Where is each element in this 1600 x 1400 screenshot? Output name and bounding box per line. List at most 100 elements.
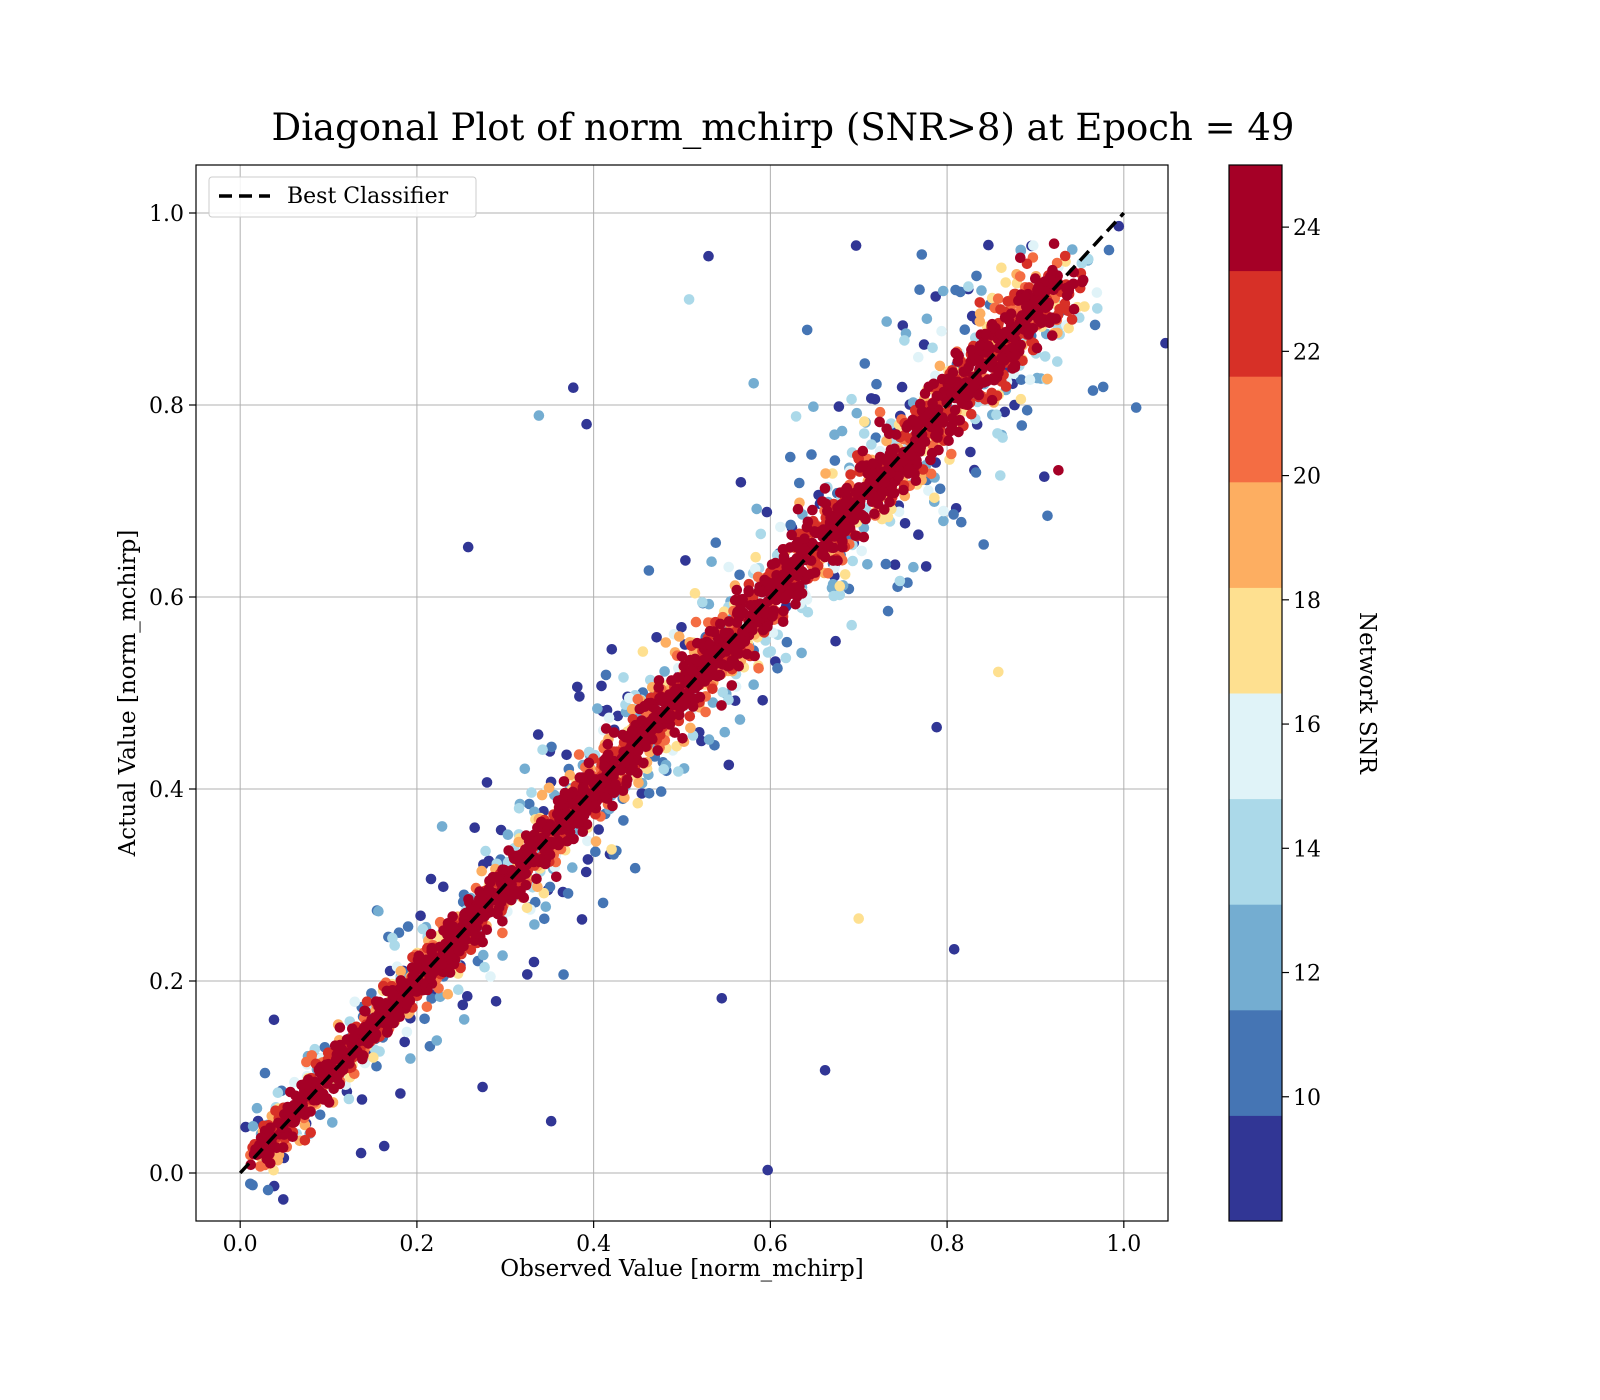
scatter-point bbox=[916, 249, 928, 260]
scatter-point bbox=[850, 240, 862, 251]
scatter-point bbox=[923, 485, 934, 496]
scatter-point bbox=[734, 714, 746, 725]
scatter-point bbox=[324, 1064, 335, 1076]
scatter-point bbox=[262, 1184, 274, 1196]
scatter-point bbox=[615, 765, 627, 776]
scatter-point bbox=[819, 483, 831, 494]
scatter-point bbox=[899, 335, 910, 346]
scatter-point bbox=[1015, 339, 1027, 351]
scatter-point bbox=[652, 745, 663, 756]
scatter-point bbox=[1033, 312, 1045, 324]
scatter-point bbox=[512, 888, 523, 900]
scatter-point bbox=[1005, 308, 1017, 320]
scatter-point bbox=[953, 426, 964, 438]
scatter-point bbox=[396, 981, 408, 992]
scatter-point bbox=[929, 492, 940, 504]
scatter-point bbox=[1016, 314, 1028, 326]
scatter-point bbox=[590, 846, 601, 858]
scatter-point bbox=[927, 342, 938, 354]
scatter-point bbox=[405, 1053, 416, 1064]
scatter-point bbox=[888, 487, 900, 499]
legend-label-best-classifier: Best Classifier bbox=[287, 184, 449, 209]
scatter-point bbox=[395, 1088, 406, 1099]
scatter-point bbox=[993, 666, 1004, 678]
scatter-point bbox=[245, 1159, 257, 1171]
scatter-point bbox=[999, 406, 1010, 418]
scatter-point bbox=[1000, 277, 1011, 288]
best-classifier-line bbox=[238, 211, 1126, 1175]
scatter-point bbox=[874, 416, 885, 428]
scatter-point bbox=[880, 558, 892, 570]
scatter-point bbox=[261, 1125, 273, 1137]
scatter-point bbox=[600, 669, 612, 681]
scatter-point bbox=[719, 726, 731, 738]
scatter-point bbox=[963, 362, 974, 373]
scatter-point bbox=[554, 837, 566, 848]
scatter-point bbox=[608, 727, 620, 738]
scatter-point bbox=[665, 710, 677, 721]
scatter-point bbox=[938, 515, 949, 527]
scatter-point bbox=[920, 561, 932, 572]
scatter-point bbox=[762, 1164, 773, 1176]
scatter-point bbox=[944, 373, 956, 385]
scatter-point bbox=[956, 516, 967, 528]
scatter-point bbox=[753, 663, 764, 674]
colorbar-segment bbox=[1229, 587, 1282, 694]
scatter-point bbox=[540, 901, 552, 912]
scatter-point bbox=[792, 503, 804, 515]
scatter-point bbox=[822, 505, 833, 517]
scatter-point bbox=[726, 680, 738, 691]
scatter-point bbox=[687, 666, 698, 677]
scatter-point bbox=[696, 638, 708, 649]
scatter-point bbox=[1028, 240, 1039, 251]
scatter-point bbox=[1030, 273, 1041, 284]
scatter-point bbox=[995, 304, 1006, 315]
scatter-point bbox=[457, 999, 469, 1011]
scatter-point bbox=[943, 435, 954, 447]
scatter-point bbox=[898, 484, 909, 496]
x-tick-label: 1.0 bbox=[1106, 1232, 1141, 1257]
scatter-point bbox=[697, 597, 708, 608]
scatter-point bbox=[669, 727, 680, 738]
scatter-point bbox=[1000, 326, 1011, 338]
scatter-point bbox=[572, 681, 583, 693]
colorbar-tick-label: 22 bbox=[1293, 340, 1321, 365]
scatter-point bbox=[479, 961, 490, 973]
scatter-point bbox=[830, 635, 841, 647]
scatter-point bbox=[801, 522, 813, 533]
scatter-point bbox=[790, 598, 801, 610]
scatter-point bbox=[602, 738, 614, 750]
colorbar-tick-label: 10 bbox=[1293, 1086, 1321, 1111]
scatter-point bbox=[410, 985, 422, 997]
scatter-point bbox=[757, 695, 768, 706]
scatter-point bbox=[1047, 264, 1058, 276]
scatter-point bbox=[574, 772, 586, 783]
scatter-point bbox=[790, 411, 802, 422]
scatter-point bbox=[633, 777, 644, 789]
scatter-point bbox=[643, 565, 655, 576]
scatter-point bbox=[996, 262, 1007, 274]
scatter-point bbox=[925, 468, 937, 480]
scatter-point bbox=[334, 1022, 346, 1033]
scatter-point bbox=[608, 787, 620, 799]
scatter-point bbox=[839, 569, 851, 580]
scatter-point bbox=[1077, 274, 1089, 286]
scatter-point bbox=[490, 996, 502, 1007]
scatter-point bbox=[561, 749, 572, 761]
scatter-point bbox=[462, 541, 474, 553]
scatter-point bbox=[574, 691, 585, 702]
scatter-point bbox=[632, 745, 644, 757]
scatter-point bbox=[524, 798, 535, 810]
legend-box bbox=[208, 176, 477, 218]
scatter-point bbox=[962, 399, 973, 411]
scatter-point bbox=[328, 1083, 340, 1095]
scatter-point bbox=[806, 449, 817, 460]
scatter-point bbox=[857, 445, 869, 457]
y-tick-label: 0.4 bbox=[149, 778, 184, 803]
scatter-point bbox=[448, 921, 459, 932]
scatter-point bbox=[707, 683, 718, 695]
scatter-point bbox=[612, 710, 624, 722]
scatter-point bbox=[673, 631, 685, 642]
scatter-point bbox=[731, 584, 743, 596]
scatter-point bbox=[556, 794, 567, 805]
